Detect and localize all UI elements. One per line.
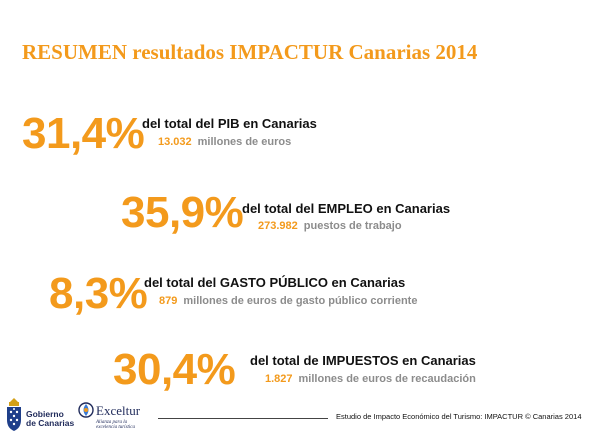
stat-description: del total del PIB en Canarias (142, 116, 317, 131)
gobierno-canarias-logo: Gobierno de Canarias (4, 396, 84, 436)
stat-detail: 13.032 millones de euros (158, 136, 291, 148)
stat-value: 879 (159, 295, 178, 307)
exceltur-tagline: Alianza para la excelencia turística (96, 420, 136, 430)
stat-percent: 35,9% (121, 188, 244, 237)
stat-value: 13.032 (158, 136, 192, 148)
stat-unit: millones de euros (197, 136, 292, 148)
stat-percent: 30,4% (113, 345, 236, 394)
gobierno-line-1: Gobierno (26, 409, 64, 419)
footer-divider (158, 418, 328, 419)
page-title: RESUMEN resultados IMPACTUR Canarias 201… (22, 40, 478, 64)
stat-value: 1.827 (265, 373, 293, 385)
exceltur-name: Exceltur (96, 403, 141, 418)
exceltur-emblem-icon (78, 402, 94, 418)
stat-detail: 273.982 puestos de trabajo (258, 220, 402, 232)
stat-percent: 31,4% (22, 109, 145, 158)
exceltur-logo: Exceltur Alianza para la excelencia turí… (78, 398, 158, 436)
footer-source: Estudio de Impacto Económico del Turismo… (336, 412, 582, 421)
stat-detail: 1.827 millones de euros de recaudación (265, 373, 476, 385)
stat-description: del total del GASTO PÚBLICO en Canarias (144, 275, 406, 290)
stat-detail: 879 millones de euros de gasto público co… (159, 295, 417, 307)
stat-description: del total de IMPUESTOS en Canarias (250, 353, 476, 368)
stat-description: del total del EMPLEO en Canarias (242, 201, 451, 216)
stat-unit: millones de euros de gasto público corri… (183, 295, 418, 307)
stat-unit: millones de euros de recaudación (298, 373, 476, 385)
gobierno-line-2: de Canarias (26, 418, 75, 428)
stat-value: 273.982 (258, 220, 298, 232)
stat-percent: 8,3% (49, 269, 148, 318)
coat-of-arms-icon (7, 398, 21, 431)
stat-unit: puestos de trabajo (303, 220, 402, 232)
